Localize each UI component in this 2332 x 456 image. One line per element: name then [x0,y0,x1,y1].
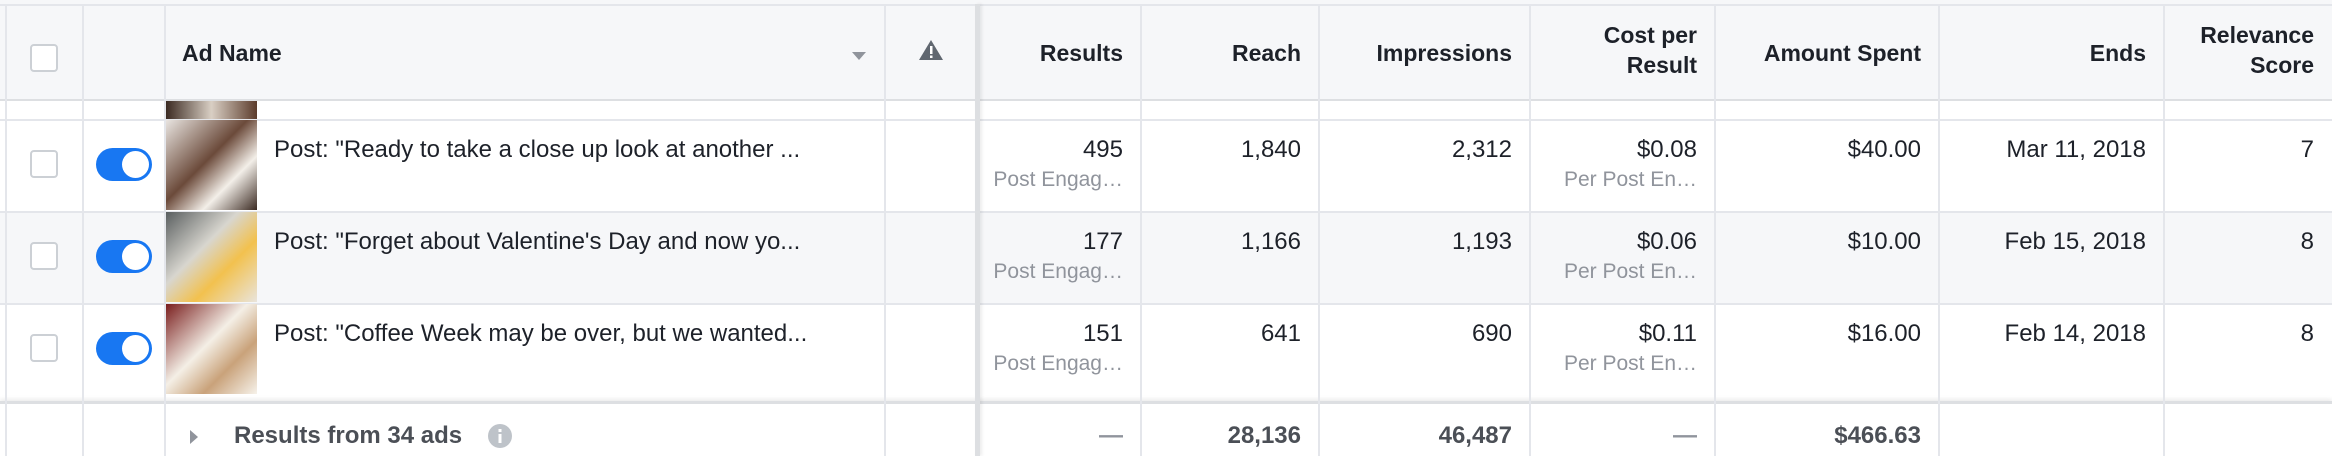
cost-type: Per Post En… [1563,168,1697,191]
end-date: Feb 14, 2018 [2004,320,2146,347]
footer-results: — [1099,422,1123,449]
header-label[interactable]: Ad Name [182,40,282,66]
amount-spent: $40.00 [1847,136,1921,163]
column-divider [1714,4,1716,456]
relevance-score: 8 [2300,320,2314,347]
row-checkbox[interactable] [30,150,58,178]
column-divider [5,4,7,456]
thumbnail-partial [166,101,257,119]
cost-type: Per Post En… [1563,352,1697,375]
results-type: Post Engag… [993,260,1123,283]
info-icon [488,424,512,448]
impressions: 2,312 [1451,136,1512,163]
row-partial [0,395,2332,401]
header-row [0,0,2332,101]
table-row [0,303,2332,395]
expand-arrow[interactable] [190,430,198,444]
ad-toggle[interactable] [96,332,152,365]
toggle-knob [122,151,149,178]
header-label[interactable]: Results [1039,40,1123,66]
amount-spent: $10.00 [1847,228,1921,255]
row-divider [0,119,2332,121]
row-divider [0,211,2332,213]
cost-per-result: $0.08 [1636,136,1697,163]
footer-reach: 28,136 [1227,422,1301,449]
column-divider [1140,4,1142,456]
relevance-score: 8 [2300,228,2314,255]
column-divider [2163,4,2165,456]
end-date: Feb 15, 2018 [2004,228,2146,255]
results: 495 [1082,136,1123,163]
column-divider [82,4,84,456]
footer-amount: $466.63 [1834,422,1921,449]
amount-spent: $16.00 [1847,320,1921,347]
toggle-knob [122,335,149,362]
results-type: Post Engag… [993,352,1123,375]
sort-arrow[interactable] [852,52,866,60]
cost-per-result: $0.06 [1636,228,1697,255]
header-label[interactable]: Impressions [1376,40,1513,66]
footer-impressions: 46,487 [1438,422,1512,449]
column-divider [1318,4,1320,456]
row-checkbox[interactable] [30,334,58,362]
ad-thumbnail [166,212,257,302]
select-all-checkbox[interactable] [30,44,58,72]
top-border [0,4,2332,6]
footer-cost: — [1673,422,1697,449]
results-type: Post Engag… [993,168,1123,191]
row-divider [0,303,2332,305]
ad-toggle[interactable] [96,240,152,273]
results: 177 [1082,228,1123,255]
column-divider [1938,4,1940,456]
cost-type: Per Post En… [1563,260,1697,283]
impressions: 1,193 [1451,228,1512,255]
row-partial [0,101,2332,119]
relevance-score: 7 [2300,136,2314,163]
header-label[interactable]: Ends [2089,40,2146,66]
table-row [0,211,2332,303]
header-label[interactable]: Reach [1231,40,1301,66]
reach: 1,840 [1240,136,1301,163]
column-divider [1529,4,1531,456]
results: 151 [1082,320,1123,347]
reach: 1,166 [1240,228,1301,255]
footer-row [0,401,2332,456]
reach: 641 [1260,320,1301,347]
ad-thumbnail [166,120,257,210]
impressions: 690 [1471,320,1512,347]
ad-name[interactable]: Post: "Coffee Week may be over, but we w… [274,320,808,347]
frozen-divider [975,4,980,456]
toggle-knob [122,243,149,270]
cost-per-result: $0.11 [1638,320,1697,347]
header-label[interactable]: Amount Spent [1763,40,1921,66]
header-label[interactable]: Relevance Score [2200,22,2314,78]
column-divider [884,4,886,456]
ad-name[interactable]: Post: "Forget about Valentine's Day and … [274,228,801,255]
ad-name[interactable]: Post: "Ready to take a close up look at … [274,136,801,163]
warning-icon [918,38,944,62]
header-label[interactable]: Cost per Result [1603,22,1697,78]
row-checkbox[interactable] [30,242,58,270]
end-date: Mar 11, 2018 [2006,136,2146,163]
table-row [0,119,2332,211]
column-divider [164,4,166,456]
ad-toggle[interactable] [96,148,152,181]
footer-label: Results from 34 ads [234,422,463,449]
ad-thumbnail [166,304,257,394]
